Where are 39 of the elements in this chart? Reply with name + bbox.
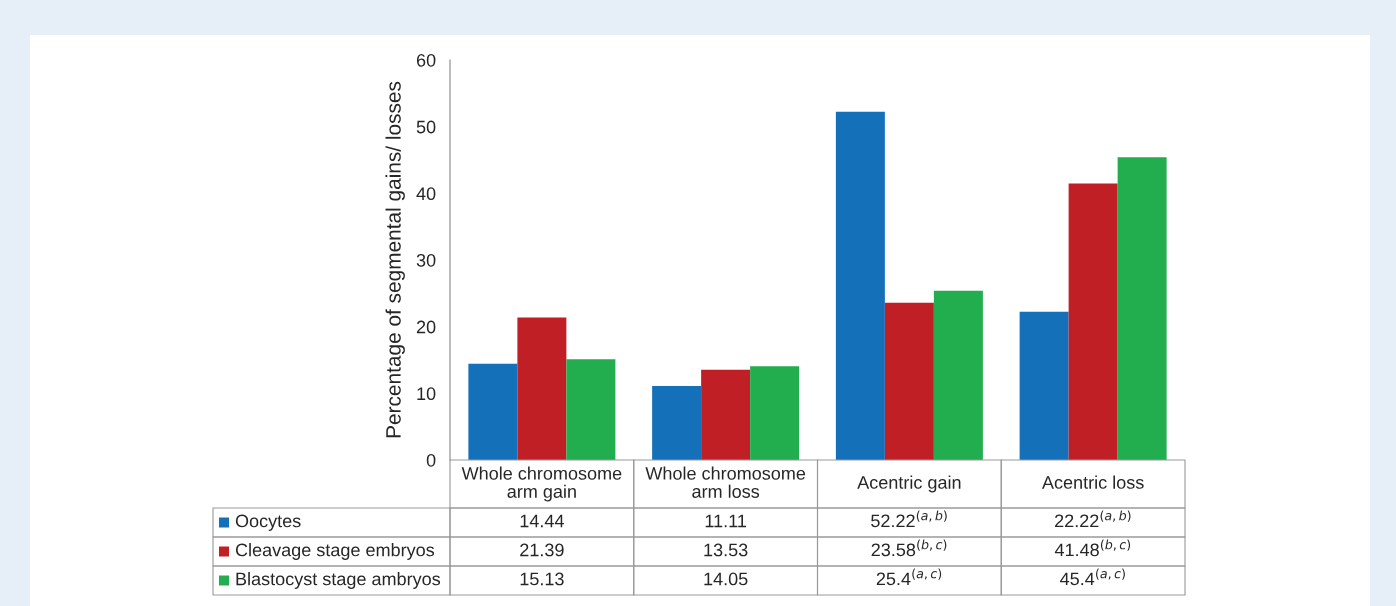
data-label: 52.22$^{(a,b)}$ — [871, 510, 947, 528]
data-label: 25.4$^{(a,c)}$ — [876, 568, 942, 586]
bar — [1019, 311, 1069, 460]
y-axis-title: Percentage of segmental gains/ losses — [385, 81, 405, 438]
y-tick-label: 0 — [426, 453, 436, 467]
bar — [835, 111, 885, 460]
x-tick-label: Acentric gain — [857, 475, 961, 493]
bar — [1068, 183, 1118, 460]
bar — [1117, 157, 1167, 460]
legend-label: Blastocyst stage ambryos — [236, 572, 441, 589]
bar — [750, 366, 800, 460]
bar — [884, 302, 934, 460]
data-label: 21.39 — [520, 543, 564, 557]
data-label: 22.22$^{(a,b)}$ — [1055, 510, 1131, 528]
x-tick-label: Acentric loss — [1041, 475, 1144, 489]
bar — [933, 290, 983, 460]
data-label: 14.05 — [704, 572, 748, 586]
bar — [566, 359, 616, 460]
bar — [517, 317, 567, 460]
bar — [701, 369, 751, 460]
y-tick-label: 50 — [416, 120, 436, 134]
data-label: 11.11 — [705, 514, 747, 528]
x-tick-label: Whole chromosome arm gain — [461, 466, 622, 502]
y-tick-label: 30 — [416, 253, 436, 267]
data-label: 15.13 — [520, 572, 564, 586]
y-tick-label: 10 — [417, 387, 436, 401]
data-label: 41.48$^{(b,c)}$ — [1054, 539, 1131, 557]
legend-label: Oocytes — [235, 514, 301, 531]
data-label: 14.44 — [520, 514, 564, 528]
bar — [468, 363, 518, 460]
bar — [652, 385, 702, 460]
y-tick-label: 40 — [416, 187, 436, 201]
legend-label: Cleavage stage embryos — [235, 543, 435, 560]
y-tick-label: 60 — [416, 53, 436, 67]
data-label: 23.58$^{(b,c)}$ — [871, 539, 947, 557]
data-label: 13.53 — [704, 543, 748, 557]
data-label: 45.4$^{(a,c)}$ — [1060, 568, 1125, 586]
x-tick-label: Whole chromosome arm loss — [645, 466, 806, 498]
y-tick-label: 20 — [416, 320, 436, 334]
